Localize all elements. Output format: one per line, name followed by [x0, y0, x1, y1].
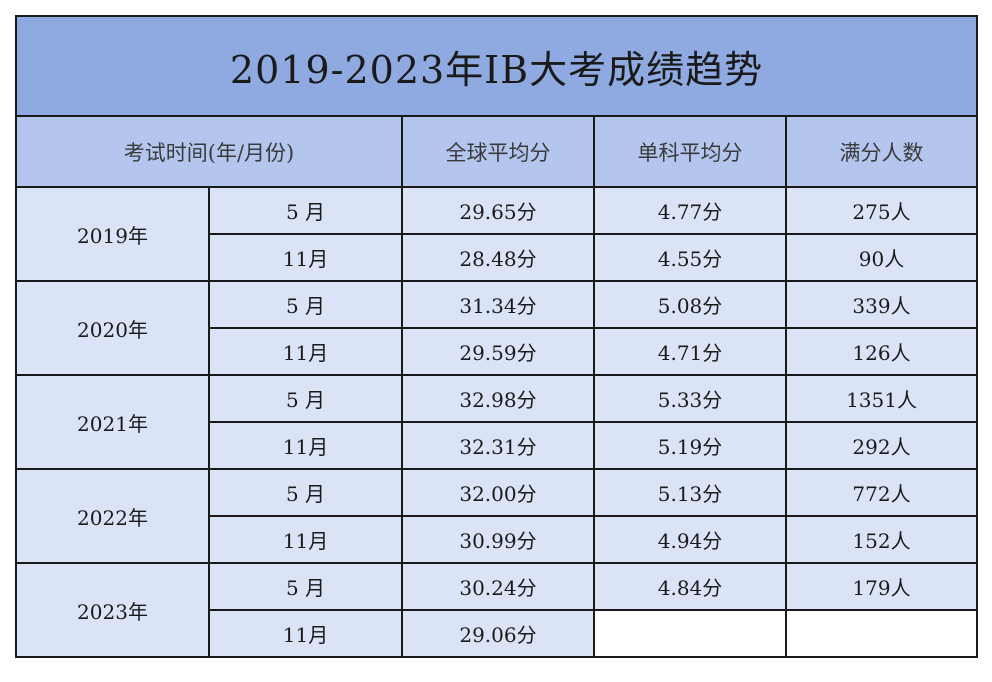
full-marks-cell: 292人	[784, 421, 979, 470]
subject-average-cell: 5.08分	[593, 280, 787, 329]
table-row: 11月 29.06分	[16, 609, 979, 658]
subject-average-cell	[593, 609, 787, 658]
table-row: 2022年 5 月 32.00分 5.13分 772人	[15, 468, 979, 564]
global-average-cell: 30.24分	[401, 562, 595, 611]
month-cell: 11月	[208, 421, 403, 470]
full-marks-cell: 179人	[784, 562, 979, 611]
subject-average-cell: 4.55分	[593, 233, 787, 282]
subject-average-cell: 5.13分	[593, 468, 787, 517]
table-row: 2020年 5 月 31.34分 5.08分 339人	[15, 280, 979, 376]
subject-average-cell: 5.33分	[593, 374, 787, 423]
results-sheet: 2019-2023年IB大考成绩趋势 考试时间(年/月份) 全球平均分 单科平均…	[14, 15, 979, 667]
header-global-average: 全球平均分	[401, 115, 595, 188]
year-cell: 2019年	[15, 186, 210, 282]
table-row: 11月 30.99分 4.94分 152人	[16, 515, 979, 564]
global-average-cell: 32.98分	[401, 374, 595, 423]
subject-average-cell: 4.77分	[593, 186, 787, 235]
global-average-cell: 29.59分	[401, 327, 595, 376]
month-cell: 5 月	[208, 374, 403, 423]
full-marks-cell: 339人	[784, 280, 979, 329]
month-cell: 11月	[208, 327, 403, 376]
year-cell: 2023年	[15, 562, 210, 658]
results-table: 2019-2023年IB大考成绩趋势 考试时间(年/月份) 全球平均分 单科平均…	[14, 15, 979, 658]
global-average-cell: 30.99分	[401, 515, 595, 564]
subject-average-cell: 4.71分	[593, 327, 787, 376]
global-average-cell: 28.48分	[401, 233, 595, 282]
header-exam-time: 考试时间(年/月份)	[15, 115, 403, 188]
subject-average-cell: 5.19分	[593, 421, 787, 470]
subject-average-cell: 4.84分	[593, 562, 787, 611]
global-average-cell: 31.34分	[401, 280, 595, 329]
month-cell: 5 月	[208, 186, 403, 235]
table-row: 11月 32.31分 5.19分 292人	[16, 421, 979, 470]
header-row: 考试时间(年/月份) 全球平均分 单科平均分 满分人数	[15, 115, 979, 188]
subject-average-cell: 4.94分	[593, 515, 787, 564]
month-cell: 5 月	[208, 468, 403, 517]
month-cell: 11月	[208, 515, 403, 564]
full-marks-cell	[784, 609, 979, 658]
month-cell: 11月	[208, 233, 403, 282]
global-average-cell: 29.65分	[401, 186, 595, 235]
global-average-cell: 32.31分	[401, 421, 595, 470]
year-cell: 2020年	[15, 280, 210, 376]
global-average-cell: 32.00分	[401, 468, 595, 517]
table-row: 2019年 5 月 29.65分 4.77分 275人	[15, 186, 979, 282]
table-row: 2023年 5 月 30.24分 4.84分 179人	[15, 562, 979, 658]
full-marks-cell: 90人	[784, 233, 979, 282]
title-row: 2019-2023年IB大考成绩趋势	[14, 15, 979, 117]
header-full-marks: 满分人数	[784, 115, 979, 188]
month-cell: 11月	[208, 609, 403, 658]
table-row: 2021年 5 月 32.98分 5.33分 1351人	[15, 374, 979, 470]
year-cell: 2021年	[15, 374, 210, 470]
month-cell: 5 月	[208, 280, 403, 329]
month-cell: 5 月	[208, 562, 403, 611]
full-marks-cell: 275人	[784, 186, 979, 235]
global-average-cell: 29.06分	[401, 609, 595, 658]
year-cell: 2022年	[15, 468, 210, 564]
header-subject-average: 单科平均分	[593, 115, 787, 188]
full-marks-cell: 1351人	[784, 374, 979, 423]
table-title: 2019-2023年IB大考成绩趋势	[14, 15, 979, 117]
full-marks-cell: 152人	[784, 515, 979, 564]
table-row: 11月 28.48分 4.55分 90人	[16, 233, 979, 282]
full-marks-cell: 126人	[784, 327, 979, 376]
table-row: 11月 29.59分 4.71分 126人	[16, 327, 979, 376]
full-marks-cell: 772人	[784, 468, 979, 517]
